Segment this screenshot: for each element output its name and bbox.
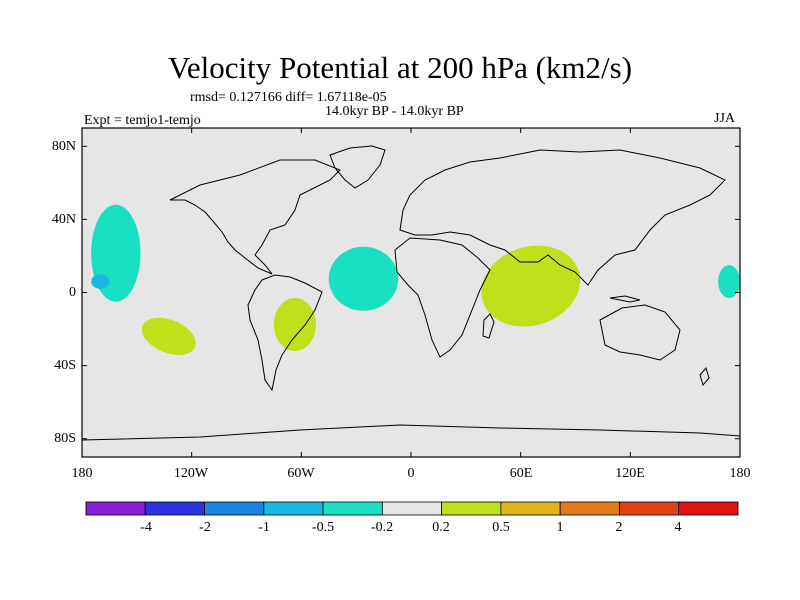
colorbar [85, 501, 739, 516]
anomaly-region-indian-ocean [481, 245, 581, 327]
colorbar-swatch [144, 501, 205, 516]
colorbar-swatch [500, 501, 561, 516]
colorbar-label: 0.5 [492, 520, 510, 535]
lon-label-60w: 60W [287, 466, 315, 481]
colorbar-swatch [263, 501, 324, 516]
map-title: Velocity Potential at 200 hPa (km2/s) [167, 50, 633, 85]
colorbar-swatch [559, 501, 620, 516]
anomaly-regions [91, 204, 740, 355]
colorbar-label: -0.5 [311, 520, 335, 535]
lon-label-0: 0 [407, 466, 415, 481]
lat-label-40s: 40S [54, 358, 76, 373]
anomaly-region-western-pacific-dateline [718, 265, 740, 298]
lon-label-60e: 60E [509, 466, 533, 481]
colorbar-swatch [204, 501, 265, 516]
colorbar-label: 4 [674, 520, 682, 535]
colorbar-label: -4 [140, 520, 152, 535]
colorbar-swatch [441, 501, 502, 516]
lon-label-180w: 180 [71, 466, 93, 481]
lat-label-80s: 80S [54, 431, 76, 446]
lon-label-120e: 120E [615, 466, 645, 481]
lat-label-40n: 40N [51, 212, 76, 227]
lon-label-120w: 120W [173, 466, 209, 481]
map-background [82, 128, 740, 457]
anomaly-region-tropical-atlantic [328, 246, 399, 311]
lat-label-80n: 80N [51, 139, 76, 154]
lat-label-0: 0 [69, 285, 76, 300]
colorbar-label: -2 [199, 520, 211, 535]
colorbar-swatch [619, 501, 680, 516]
colorbar-label: 1 [556, 520, 564, 535]
colorbar-label: 2 [615, 520, 623, 535]
season-label: JJA [714, 111, 736, 126]
colorbar-label: -0.2 [370, 520, 394, 535]
experiment-label: Expt = temjo1-temjo [84, 113, 201, 128]
anomaly-region-south-pacific [141, 317, 196, 355]
anomaly-region-south-america [273, 297, 316, 351]
coastlines [81, 145, 741, 441]
colorbar-swatch [381, 501, 443, 516]
rmsd-diff-subtitle: rmsd= 0.127166 diff= 1.67118e-05 [190, 90, 387, 105]
colorbar-swatch [85, 501, 146, 516]
colorbar-swatch [322, 501, 383, 516]
colorbar-swatch [678, 501, 739, 516]
colorbar-label: 0.2 [432, 520, 450, 535]
anomaly-region-central-north-pacific-core [91, 274, 110, 289]
lon-label-180e: 180 [729, 466, 751, 481]
axis-ticks [81, 128, 741, 457]
colorbar-label: -1 [258, 520, 270, 535]
map-panel [81, 127, 741, 458]
period-subtitle: 14.0kyr BP - 14.0kyr BP [325, 104, 464, 119]
